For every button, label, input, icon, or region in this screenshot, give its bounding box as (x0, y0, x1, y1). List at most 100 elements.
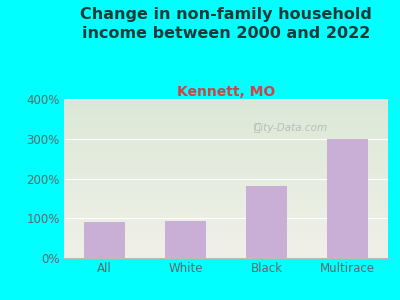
Bar (64, 163, 388, 164)
Bar (64, 150, 388, 151)
Bar (64, 224, 388, 225)
Bar (64, 203, 388, 204)
Bar (64, 149, 388, 150)
Bar (64, 118, 388, 119)
Bar (64, 238, 388, 239)
Text: Change in non-family household
income between 2000 and 2022: Change in non-family household income be… (80, 8, 372, 41)
Bar (64, 144, 388, 145)
Bar (64, 235, 388, 236)
Bar (64, 197, 388, 198)
Bar (64, 162, 388, 163)
Bar (64, 103, 388, 104)
Bar (64, 205, 388, 206)
Bar (64, 234, 388, 235)
Bar (64, 132, 388, 133)
Bar (64, 114, 388, 115)
Bar (64, 204, 388, 205)
Bar (64, 153, 388, 154)
Bar (64, 110, 388, 111)
Bar (64, 200, 388, 201)
Bar (64, 173, 388, 174)
Bar (64, 142, 388, 143)
Bar (64, 178, 388, 179)
Bar (64, 168, 388, 169)
Bar (64, 231, 388, 232)
Bar (327, 139, 368, 258)
Bar (64, 101, 388, 102)
Bar (64, 184, 388, 185)
Bar (64, 134, 388, 135)
Bar (165, 221, 206, 258)
Bar (64, 131, 388, 132)
Bar (64, 257, 388, 258)
Bar (64, 253, 388, 254)
Bar (64, 250, 388, 251)
Bar (64, 249, 388, 250)
Bar (64, 242, 388, 243)
Bar (64, 176, 388, 177)
Text: Kennett, MO: Kennett, MO (177, 85, 275, 100)
Bar (64, 181, 388, 182)
Bar (64, 171, 388, 172)
Bar (64, 129, 388, 130)
Bar (64, 115, 388, 116)
Bar (64, 133, 388, 134)
Bar (64, 243, 388, 244)
Bar (64, 209, 388, 210)
Bar (64, 123, 388, 124)
Bar (64, 244, 388, 245)
Bar (64, 179, 388, 180)
Bar (64, 154, 388, 155)
Bar (64, 113, 388, 114)
Bar (64, 158, 388, 159)
Bar (64, 130, 388, 131)
Bar (64, 177, 388, 178)
Bar (64, 251, 388, 252)
Bar (64, 112, 388, 113)
Text: ⓘ: ⓘ (254, 123, 260, 133)
Bar (64, 219, 388, 220)
Bar (64, 189, 388, 190)
Bar (64, 201, 388, 202)
Bar (64, 174, 388, 175)
Bar (64, 167, 388, 168)
Bar (64, 214, 388, 215)
Bar (64, 155, 388, 156)
Bar (64, 122, 388, 123)
Bar (64, 138, 388, 139)
Bar (64, 147, 388, 148)
Bar (64, 232, 388, 233)
Bar (64, 152, 388, 153)
Bar (64, 136, 388, 137)
Bar (64, 119, 388, 120)
Bar (64, 190, 388, 191)
Bar (64, 213, 388, 214)
Bar (64, 124, 388, 125)
Bar (64, 111, 388, 112)
Bar (64, 102, 388, 103)
Bar (64, 108, 388, 109)
Bar (64, 254, 388, 255)
Bar (64, 220, 388, 221)
Bar (64, 217, 388, 218)
Bar (64, 106, 388, 107)
Bar (64, 143, 388, 144)
Bar (64, 107, 388, 108)
Bar (64, 161, 388, 162)
Bar (64, 227, 388, 228)
Bar (64, 185, 388, 186)
Bar (64, 141, 388, 142)
Bar (64, 135, 388, 136)
Bar (64, 218, 388, 219)
Bar (64, 199, 388, 200)
Bar (64, 117, 388, 118)
Bar (64, 180, 388, 181)
Bar (84, 222, 125, 258)
Bar (64, 156, 388, 157)
Bar (64, 187, 388, 188)
Bar (64, 236, 388, 237)
Bar (64, 145, 388, 146)
Bar (64, 252, 388, 253)
Bar (64, 228, 388, 229)
Bar (64, 215, 388, 216)
